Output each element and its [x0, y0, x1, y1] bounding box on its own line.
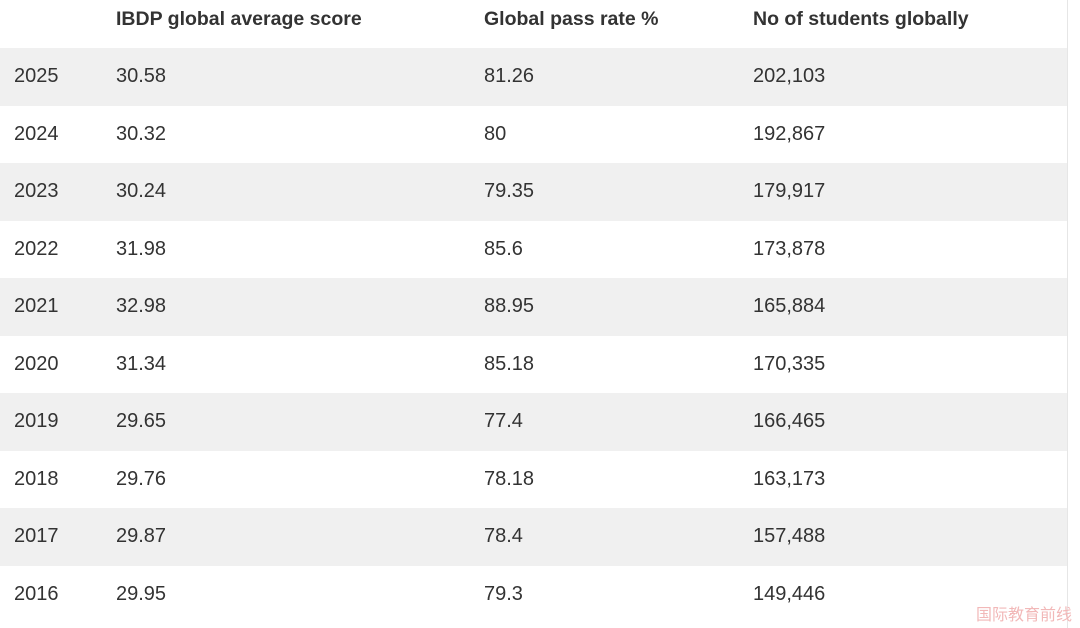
watermark: 国际教育前线	[975, 605, 1072, 624]
cell-year: 2021	[14, 295, 59, 318]
table-row: 2021 32.98 88.95 165,884	[0, 278, 1067, 336]
cell-year: 2022	[14, 237, 59, 260]
table-header-row: IBDP global average score Global pass ra…	[0, 0, 1067, 48]
cell-average-score: 32.98	[116, 295, 167, 318]
table-row: 2016 29.95 79.3 149,446	[0, 565, 1067, 623]
cell-year: 2020	[14, 352, 59, 375]
cell-pass-rate: 77.4	[484, 410, 523, 433]
table-row: 2019 29.65 77.4 166,465	[0, 393, 1067, 451]
cell-pass-rate: 85.18	[484, 352, 535, 375]
table-row: 2017 29.87 78.4 157,488	[0, 508, 1067, 566]
cell-pass-rate: 88.95	[484, 295, 535, 318]
cell-students: 157,488	[753, 525, 826, 548]
cell-pass-rate: 79.3	[484, 582, 523, 605]
table-row: 2022 31.98 85.6 173,878	[0, 220, 1067, 278]
cell-students: 163,173	[753, 467, 826, 490]
cell-average-score: 29.65	[116, 410, 167, 433]
cell-average-score: 29.87	[116, 525, 167, 548]
cell-students: 166,465	[753, 410, 826, 433]
cell-students: 179,917	[753, 180, 826, 203]
cell-year: 2016	[14, 582, 59, 605]
header-average-score: IBDP global average score	[116, 8, 362, 30]
cell-pass-rate: 78.4	[484, 525, 523, 548]
cell-average-score: 30.58	[116, 65, 167, 88]
cell-students: 170,335	[753, 352, 826, 375]
cell-average-score: 30.32	[116, 122, 167, 145]
cell-students: 173,878	[753, 237, 826, 260]
cell-year: 2025	[14, 65, 59, 88]
cell-pass-rate: 81.26	[484, 65, 535, 88]
cell-year: 2017	[14, 525, 59, 548]
cell-year: 2019	[14, 410, 59, 433]
table-row: 2023 30.24 79.35 179,917	[0, 163, 1067, 221]
cell-students: 192,867	[753, 122, 826, 145]
table-right-border	[1067, 0, 1068, 628]
cell-students: 202,103	[753, 65, 826, 88]
cell-pass-rate: 79.35	[484, 180, 535, 203]
cell-average-score: 31.98	[116, 237, 167, 260]
cell-average-score: 30.24	[116, 180, 167, 203]
cell-students: 149,446	[753, 582, 826, 605]
header-pass-rate: Global pass rate %	[484, 8, 659, 30]
cell-pass-rate: 80	[484, 122, 507, 145]
cell-average-score: 31.34	[116, 352, 167, 375]
header-students: No of students globally	[753, 8, 969, 30]
cell-year: 2023	[14, 180, 59, 203]
cell-average-score: 29.76	[116, 467, 167, 490]
table-row: 2024 30.32 80 192,867	[0, 105, 1067, 163]
table-row: 2018 29.76 78.18 163,173	[0, 450, 1067, 508]
cell-pass-rate: 85.6	[484, 237, 523, 260]
cell-pass-rate: 78.18	[484, 467, 535, 490]
cell-average-score: 29.95	[116, 582, 167, 605]
cell-year: 2018	[14, 467, 59, 490]
table-row: 2020 31.34 85.18 170,335	[0, 335, 1067, 393]
cell-year: 2024	[14, 122, 59, 145]
cell-students: 165,884	[753, 295, 826, 318]
table-row: 2025 30.58 81.26 202,103	[0, 48, 1067, 106]
